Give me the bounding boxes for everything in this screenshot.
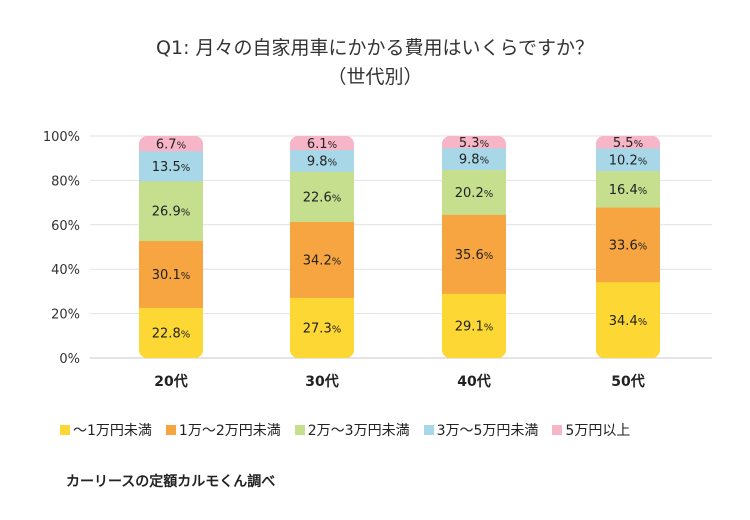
legend-label: 〜1万円未満 (73, 423, 152, 439)
y-tick-label: 80% (51, 174, 80, 189)
bar-stack (442, 136, 506, 358)
data-label: 5.5% (613, 136, 643, 151)
y-tick-label: 100% (43, 130, 80, 145)
source-note: カーリースの定額カルモくん調べ (66, 474, 276, 490)
bar-segment (290, 171, 354, 222)
data-label: 6.1% (307, 137, 337, 152)
legend-item: 1万〜2万円未満 (165, 420, 281, 440)
legend-label: 1万〜2万円未満 (178, 423, 281, 439)
data-label: 9.8% (459, 153, 489, 168)
data-label: 34.2% (303, 253, 341, 268)
bar-segment (139, 307, 203, 358)
legend-swatch (294, 425, 305, 435)
data-label: 20.2% (455, 186, 493, 201)
bar-segment (139, 150, 203, 182)
x-tick-label: 20代 (154, 373, 187, 390)
bar-segment (442, 214, 506, 294)
chart-subtitle: （世代別） (327, 66, 423, 88)
data-label: 9.8% (307, 154, 337, 169)
bar-stack (139, 136, 203, 358)
bar-segment (290, 136, 354, 151)
data-label: 5.3% (459, 136, 489, 151)
legend: 〜1万円未満 1万〜2万円未満 2万〜3万円未満 3万〜5万円未満 5万円以上 (60, 420, 630, 440)
bar-segment (139, 136, 203, 152)
bar-segment (290, 149, 354, 172)
bar-segment (596, 135, 660, 149)
legend-swatch (423, 425, 434, 435)
data-label: 22.6% (303, 190, 341, 205)
legend-item: 2万〜3万円未満 (294, 420, 410, 440)
data-label: 30.1% (152, 268, 190, 283)
y-tick-label: 0% (59, 352, 80, 367)
bar-stack (596, 135, 660, 358)
bar-segment (596, 170, 660, 208)
data-label: 26.9% (152, 205, 190, 220)
bar-segment (442, 147, 506, 171)
legend-item: 〜1万円未満 (60, 420, 152, 440)
data-label: 10.2% (609, 153, 647, 168)
legend-swatch (552, 425, 563, 435)
data-label: 33.6% (609, 238, 647, 253)
data-label: 13.5% (152, 160, 190, 175)
bar-segment (442, 293, 506, 358)
bar-stack (290, 136, 354, 358)
data-label: 27.3% (303, 322, 341, 337)
bar-segment (442, 136, 506, 149)
legend-item: 3万〜5万円未満 (423, 420, 539, 440)
y-tick-label: 60% (51, 219, 80, 234)
x-tick-label: 40代 (457, 373, 490, 390)
bar-segment (290, 297, 354, 358)
data-label: 34.4% (609, 314, 647, 329)
data-label: 29.1% (455, 320, 493, 335)
bar-segment (596, 147, 660, 172)
bar-segment (139, 240, 203, 308)
data-label: 35.6% (455, 248, 493, 263)
bar-segment (596, 281, 660, 358)
legend-label: 5万円以上 (565, 423, 631, 439)
x-tick-label: 30代 (305, 373, 338, 390)
data-label: 6.7% (156, 137, 186, 152)
bar-segment (139, 180, 203, 242)
x-tick-label: 50代 (611, 373, 644, 390)
stacked-bar-chart: 0% 20% 40% 60% 80% 100% 22.8% 30.1% 26.9% 13.5% 6.… (43, 130, 712, 390)
legend-label: 3万〜5万円未満 (436, 423, 539, 439)
data-label: 22.8% (152, 327, 190, 342)
legend-item: 5万円以上 (552, 420, 630, 440)
legend-swatch (165, 425, 176, 435)
bar-segment (290, 221, 354, 298)
data-label: 16.4% (609, 183, 647, 198)
y-tick-label: 20% (51, 308, 80, 323)
bar-segment (596, 207, 660, 283)
chart-title: Q1: 月々の自家用車にかかる費用はいくらですか？ (156, 37, 594, 59)
y-tick-label: 40% (51, 263, 80, 278)
legend-swatch (60, 425, 70, 435)
legend-label: 2万〜3万円未満 (307, 423, 410, 439)
bar-segment (442, 169, 506, 215)
